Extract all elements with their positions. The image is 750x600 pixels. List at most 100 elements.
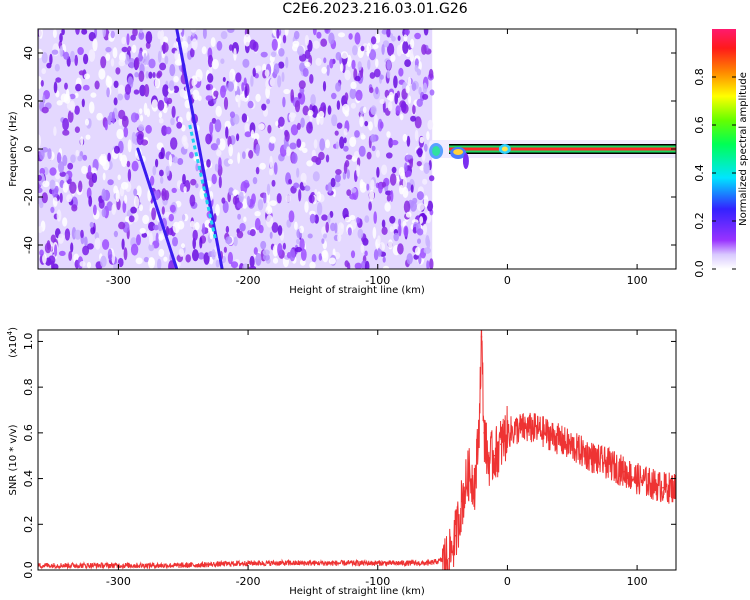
noise-speckle <box>117 93 124 101</box>
noise-speckle <box>87 165 92 176</box>
noise-speckle <box>52 196 58 207</box>
noise-speckle <box>230 261 239 269</box>
noise-speckle <box>59 33 63 43</box>
noise-speckle <box>210 37 216 48</box>
noise-speckle <box>215 259 220 268</box>
noise-speckle <box>192 249 199 262</box>
noise-speckle <box>296 238 300 245</box>
noise-speckle <box>325 29 329 33</box>
noise-speckle <box>313 139 318 149</box>
noise-speckle <box>154 77 161 89</box>
noise-speckle <box>44 242 52 254</box>
noise-speckle <box>364 120 369 127</box>
noise-speckle <box>386 59 392 71</box>
noise-speckle <box>62 182 69 193</box>
noise-speckle <box>346 54 352 67</box>
noise-speckle <box>367 59 371 70</box>
noise-speckle <box>375 58 379 68</box>
noise-speckle <box>351 59 356 70</box>
noise-speckle <box>190 47 195 58</box>
noise-speckle <box>211 58 219 70</box>
noise-speckle <box>241 82 245 92</box>
noise-speckle <box>309 74 314 84</box>
noise-speckle <box>168 227 174 236</box>
noise-speckle <box>382 256 386 263</box>
noise-speckle <box>92 38 98 52</box>
noise-speckle <box>118 59 126 67</box>
colorbar-label: Normalized spectral amplitude <box>738 72 749 226</box>
noise-speckle <box>284 29 289 36</box>
noise-speckle <box>110 58 115 67</box>
noise-speckle <box>342 207 349 220</box>
noise-speckle <box>429 89 435 96</box>
noise-speckle <box>288 210 295 223</box>
noise-speckle <box>197 95 202 101</box>
noise-speckle <box>403 200 411 214</box>
noise-speckle <box>263 192 267 204</box>
noise-speckle <box>233 48 237 61</box>
noise-speckle <box>284 131 290 142</box>
noise-speckle <box>298 189 302 202</box>
noise-speckle <box>336 100 341 110</box>
noise-speckle <box>71 204 78 212</box>
noise-speckle <box>416 228 424 236</box>
noise-speckle <box>202 223 206 236</box>
noise-speckle <box>414 32 421 40</box>
noise-speckle <box>340 51 349 59</box>
noise-speckle <box>168 80 175 91</box>
noise-speckle <box>425 235 430 247</box>
noise-speckle <box>372 44 379 50</box>
y-tick-label: -40 <box>22 236 35 254</box>
transition-blob <box>453 149 464 155</box>
x-tick-label: -300 <box>106 274 131 287</box>
noise-speckle <box>127 169 132 182</box>
noise-speckle <box>360 243 365 254</box>
noise-speckle <box>335 82 342 92</box>
noise-speckle <box>387 101 393 112</box>
noise-speckle <box>309 261 316 269</box>
noise-speckle <box>318 151 325 161</box>
noise-speckle <box>278 48 285 57</box>
noise-speckle <box>165 126 172 135</box>
noise-speckle <box>242 151 246 160</box>
noise-speckle <box>291 152 298 164</box>
noise-speckle <box>282 242 286 250</box>
noise-speckle <box>331 92 337 100</box>
snr-frame <box>37 329 677 571</box>
noise-speckle <box>369 87 374 94</box>
noise-speckle <box>128 58 136 69</box>
noise-speckle <box>77 47 84 55</box>
noise-speckle <box>107 179 114 186</box>
noise-speckle <box>267 124 272 134</box>
noise-speckle <box>423 195 429 208</box>
noise-speckle <box>195 183 199 189</box>
y-tick-label: 0.2 <box>22 516 35 534</box>
noise-speckle <box>267 201 271 214</box>
noise-speckle <box>318 110 325 119</box>
noise-speckle <box>158 112 163 119</box>
noise-speckle <box>225 225 230 234</box>
noise-speckle <box>422 223 428 235</box>
noise-speckle <box>161 42 169 53</box>
noise-speckle <box>373 249 379 261</box>
noise-speckle <box>416 98 423 107</box>
noise-speckle <box>388 91 394 102</box>
noise-speckle <box>405 170 412 177</box>
noise-speckle <box>337 233 342 242</box>
noise-speckle <box>391 166 397 174</box>
noise-speckle <box>189 194 196 207</box>
noise-speckle <box>285 195 291 203</box>
noise-speckle <box>118 84 125 97</box>
noise-speckle <box>107 248 113 261</box>
noise-speckle <box>110 30 115 39</box>
noise-speckle <box>327 105 332 115</box>
noise-speckle <box>393 75 398 89</box>
noise-speckle <box>312 40 320 49</box>
noise-speckle <box>411 82 417 92</box>
noise-speckle <box>304 61 311 67</box>
noise-speckle <box>400 101 407 113</box>
noise-speckle <box>266 214 274 228</box>
noise-speckle <box>186 111 191 121</box>
noise-speckle <box>272 244 278 257</box>
